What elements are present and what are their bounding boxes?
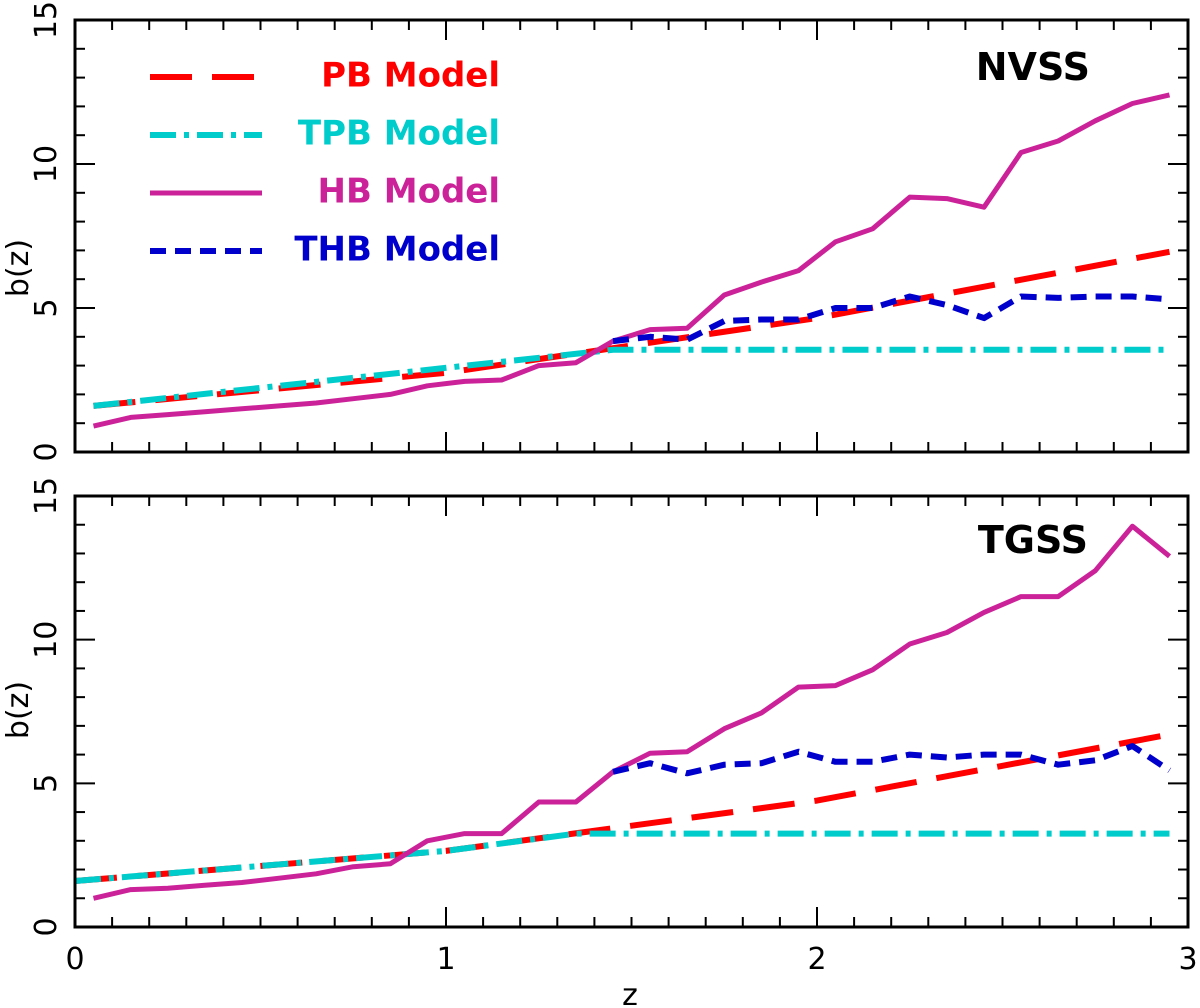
x-axis-label: z <box>622 978 638 1008</box>
legend-label: TPB Model <box>298 114 500 154</box>
legend-label: THB Model <box>294 230 500 270</box>
y-tick-label: 5 <box>29 298 64 317</box>
x-tick-label: 1 <box>436 942 455 977</box>
legend: PB Model TPB Model HB Model THB Model <box>150 56 500 270</box>
panel-nvss: 0 5 10 15 NVSS b(z) PB Model TPB Model HB Mod… <box>1 1 1190 462</box>
series-line-pb-model <box>93 248 1171 409</box>
series-line-thb-model <box>612 743 1172 777</box>
y-tick-label: 5 <box>29 774 64 793</box>
y-tick-label: 10 <box>29 145 64 183</box>
panel-label-tgss: TGSS <box>978 518 1088 562</box>
legend-label: HB Model <box>318 172 500 212</box>
series-line-hb-model <box>92 92 1171 429</box>
series-line-thb-model <box>612 293 1170 345</box>
x-tick-label: 2 <box>807 942 826 977</box>
x-tick-label: 0 <box>65 942 84 977</box>
panel-tgss: 0 5 10 15 0 1 2 3 TGSS b(z) z <box>1 477 1198 1008</box>
x-tick-label: 3 <box>1178 942 1197 977</box>
panel-label-nvss: NVSS <box>976 45 1090 89</box>
y-tick-label: 15 <box>29 477 64 515</box>
series-line-tpb-model <box>93 346 1170 409</box>
y-tick-label: 0 <box>29 442 64 461</box>
series-line-tpb-model <box>74 830 1170 884</box>
y-axis-label-top: b(z) <box>1 239 36 297</box>
y-tick-label: 15 <box>29 1 64 39</box>
legend-label: PB Model <box>321 56 500 96</box>
series-line-pb-model <box>74 731 1171 884</box>
y-axis-label-bottom: b(z) <box>1 681 36 739</box>
series-line-hb-model <box>92 523 1172 901</box>
y-tick-label: 0 <box>29 917 64 936</box>
y-tick-label: 10 <box>29 621 64 659</box>
